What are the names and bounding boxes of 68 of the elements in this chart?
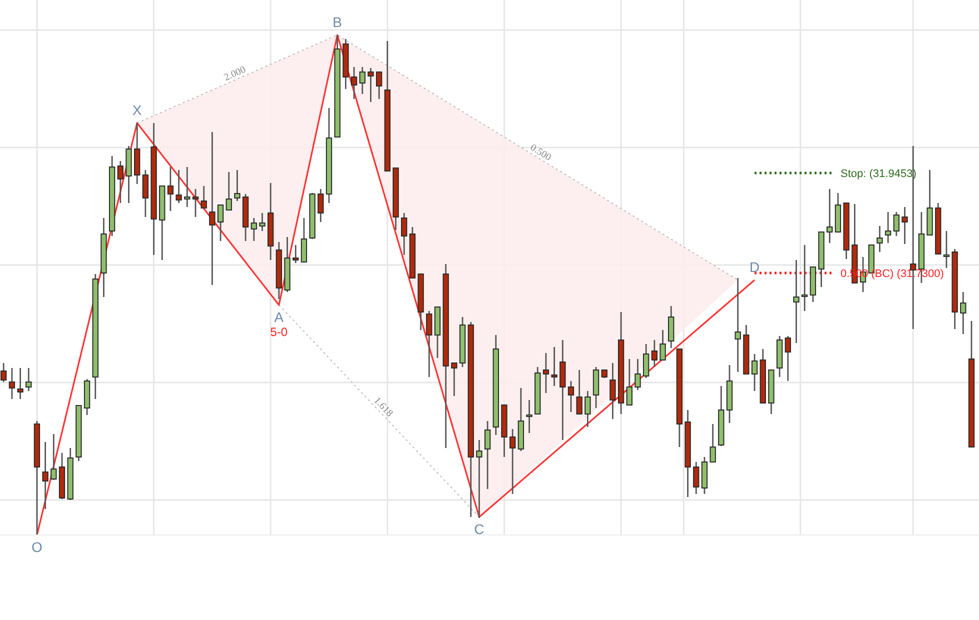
candlestick: [634, 358, 641, 391]
candlestick: [318, 188, 324, 223]
candlestick: [292, 244, 299, 264]
candlestick: [259, 212, 266, 232]
candlestick: [884, 211, 892, 244]
candlestick: [826, 188, 833, 244]
annotation: A: [274, 309, 284, 325]
candlestick: [902, 206, 908, 245]
candlestick: [368, 67, 374, 103]
candlestick: [451, 362, 458, 397]
candlestick: [192, 188, 199, 218]
candlestick: [610, 362, 616, 420]
annotation: 2.000: [222, 64, 248, 84]
candlestick: [802, 244, 808, 312]
candlestick: [226, 171, 232, 211]
candlestick: [0, 362, 7, 383]
candlestick: [784, 335, 792, 382]
candlestick: [142, 169, 149, 218]
candlestick: [642, 343, 650, 379]
candlestick: [350, 66, 358, 100]
annotation: 0.500: [528, 142, 553, 164]
candlestick: [893, 211, 900, 237]
candlestick: [484, 420, 491, 490]
candlestick: [234, 169, 240, 202]
candlestick: [943, 230, 950, 269]
candlestick: [651, 339, 658, 368]
candlestick: [751, 353, 758, 392]
candlestick: [217, 204, 224, 242]
annotation: D: [749, 259, 760, 275]
annotation: 5-0: [270, 325, 288, 339]
candlestick: [734, 277, 741, 373]
candlestick: [576, 369, 582, 415]
candlestick: [401, 212, 408, 256]
candlestick: [526, 399, 532, 434]
candlestick: [376, 71, 382, 100]
candlestick: [509, 428, 516, 495]
annotation: X: [132, 102, 142, 118]
candlestick: [200, 185, 207, 209]
annotation: O: [32, 539, 43, 555]
candlestick: [568, 380, 574, 413]
candlestick: [26, 367, 32, 392]
candlestick: [660, 329, 666, 361]
candlestick: [117, 160, 124, 204]
candlestick: [426, 310, 432, 378]
candlestick: [693, 461, 700, 495]
candlestick: [960, 291, 966, 335]
candlestick: [710, 423, 716, 463]
annotation: C: [474, 521, 484, 537]
candlestick: [167, 166, 174, 212]
candlestick: [209, 131, 216, 286]
candlestick: [184, 166, 190, 208]
candlestick: [542, 352, 550, 394]
candlestick: [42, 441, 48, 510]
candlestick: [8, 367, 16, 400]
candlestick: [876, 225, 883, 253]
candlestick: [668, 305, 674, 349]
candlestick: [359, 66, 366, 95]
candlestick: [793, 259, 800, 344]
candlestick: [250, 217, 257, 242]
annotation: B: [332, 14, 342, 30]
candlestick: [176, 169, 182, 204]
candlestick: [300, 217, 308, 263]
candlestick: [17, 367, 24, 400]
candlestick: [626, 358, 632, 406]
candlestick: [476, 439, 482, 519]
candlestick: [584, 390, 591, 428]
candlestick: [551, 346, 558, 387]
candlestick: [50, 433, 57, 481]
